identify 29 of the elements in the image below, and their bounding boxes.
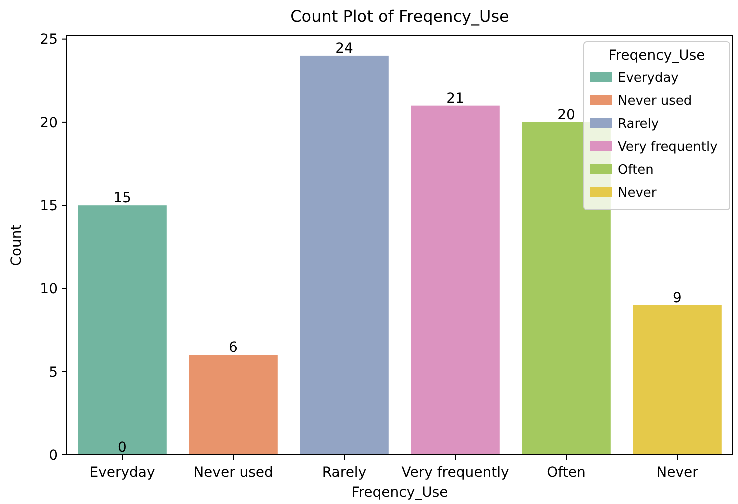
- y-axis-title: Count: [9, 224, 25, 266]
- y-tick-label: 20: [40, 115, 58, 132]
- x-tick-label: Everyday: [90, 465, 156, 481]
- data-label: 20: [558, 107, 576, 124]
- data-label: 24: [336, 40, 354, 57]
- chart-title: Count Plot of Freqency_Use: [290, 7, 510, 26]
- y-tick-label: 0: [49, 448, 58, 464]
- data-label: 6: [229, 340, 238, 356]
- data-label: 15: [114, 190, 132, 207]
- legend-label: Often: [618, 163, 654, 178]
- x-tick-label: Very frequently: [402, 465, 510, 481]
- legend-label: Never used: [618, 94, 692, 109]
- x-axis-title: Freqency_Use: [352, 485, 448, 501]
- data-label: 9: [673, 290, 682, 306]
- y-tick-label: 10: [40, 282, 58, 298]
- x-tick-label: Never used: [194, 465, 274, 481]
- data-label: 21: [446, 90, 464, 107]
- annotation: 0: [118, 440, 127, 456]
- legend-label: Never: [618, 186, 658, 201]
- legend-label: Rarely: [618, 117, 660, 132]
- y-tick-label: 5: [49, 364, 58, 381]
- y-tick-label: 25: [40, 32, 58, 48]
- legend-label: Everyday: [618, 71, 680, 86]
- x-tick-label: Often: [547, 465, 586, 481]
- x-tick-label: Never: [656, 465, 699, 481]
- legend-label: Very frequently: [618, 140, 718, 155]
- legend-title: Freqency_Use: [608, 48, 706, 64]
- y-tick-label: 15: [40, 198, 58, 214]
- x-tick-label: Rarely: [322, 465, 367, 481]
